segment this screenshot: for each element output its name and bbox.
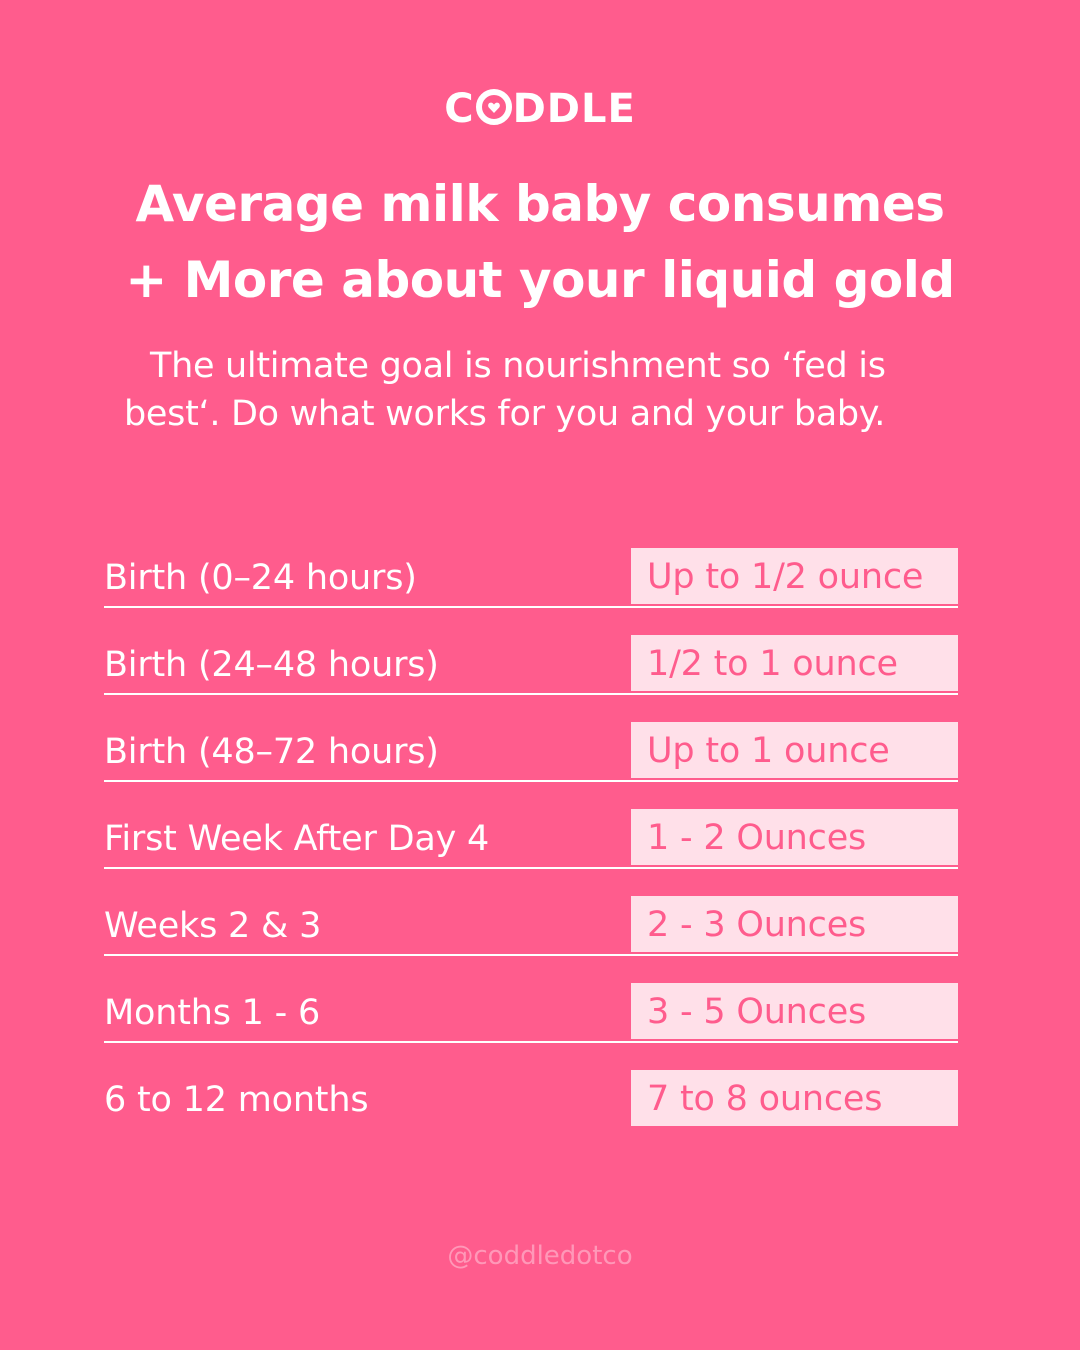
- row-value-badge: 2 - 3 Ounces: [631, 896, 958, 952]
- table-row: Weeks 2 & 3 2 - 3 Ounces: [104, 896, 958, 956]
- social-handle: @coddledotco: [447, 1241, 633, 1271]
- subtitle-line-1: The ultimate goal is nourishment so ‘fed…: [150, 346, 886, 386]
- title-line-1: Average milk baby consumes: [135, 175, 946, 233]
- row-value-badge: Up to 1/2 ounce: [631, 548, 958, 604]
- row-label: First Week After Day 4: [104, 819, 490, 859]
- row-value-badge: Up to 1 ounce: [631, 722, 958, 778]
- row-value-badge: 3 - 5 Ounces: [631, 983, 958, 1039]
- table-row: Birth (48–72 hours) Up to 1 ounce: [104, 722, 958, 782]
- row-label: Birth (24–48 hours): [104, 645, 439, 685]
- heart-o-icon: [475, 89, 512, 125]
- subtitle-line-2: best‘. Do what works for you and your ba…: [124, 394, 886, 434]
- table-row: Birth (24–48 hours) 1/2 to 1 ounce: [104, 635, 958, 695]
- milk-amount-table: Birth (0–24 hours) Up to 1/2 ounce Birth…: [104, 548, 958, 1128]
- row-value-badge: 1/2 to 1 ounce: [631, 635, 958, 691]
- table-row: Birth (0–24 hours) Up to 1/2 ounce: [104, 548, 958, 608]
- row-label: Weeks 2 & 3: [104, 906, 322, 946]
- row-label: Birth (0–24 hours): [104, 558, 417, 598]
- logo-text-prefix: C: [444, 86, 475, 132]
- title-line-2: + More about your liquid gold: [125, 251, 955, 309]
- row-label: Months 1 - 6: [104, 993, 321, 1033]
- coddle-logo: C DDLE: [0, 84, 1080, 134]
- row-value-badge: 1 - 2 Ounces: [631, 809, 958, 865]
- table-row: 6 to 12 months 7 to 8 ounces: [104, 1070, 958, 1128]
- logo-text-suffix: DDLE: [512, 86, 636, 132]
- subtitle: The ultimate goal is nourishment so ‘fed…: [124, 342, 964, 438]
- page-title: Average milk baby consumes + More about …: [0, 166, 1080, 318]
- row-label: Birth (48–72 hours): [104, 732, 439, 772]
- table-row: First Week After Day 4 1 - 2 Ounces: [104, 809, 958, 869]
- row-label: 6 to 12 months: [104, 1080, 369, 1120]
- table-row: Months 1 - 6 3 - 5 Ounces: [104, 983, 958, 1043]
- row-value-badge: 7 to 8 ounces: [631, 1070, 958, 1126]
